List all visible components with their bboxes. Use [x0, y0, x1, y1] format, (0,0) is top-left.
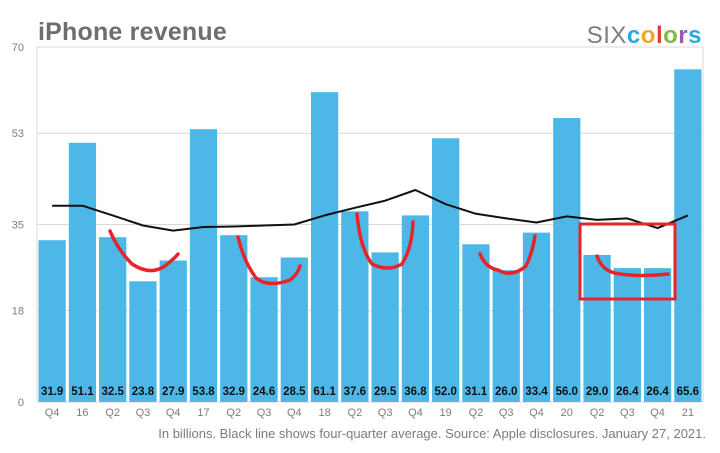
bar — [341, 211, 369, 402]
brand-letter: r — [678, 22, 689, 49]
data-label: 29.5 — [374, 386, 397, 398]
red-annotation-curve — [355, 212, 415, 270]
x-tick-label: Q3 — [136, 407, 151, 419]
x-tick-label: Q2 — [105, 407, 120, 419]
red-annotation-curve — [478, 234, 537, 275]
bar — [280, 257, 308, 402]
data-label: 27.9 — [162, 386, 184, 398]
x-tick-label: 19 — [440, 407, 452, 419]
brand-letter: c — [626, 22, 641, 49]
brand-logo-colors: colors — [627, 22, 702, 49]
data-label: 26.4 — [646, 386, 669, 398]
x-tick-label: Q4 — [529, 407, 544, 419]
x-tick-label: Q2 — [469, 407, 484, 419]
y-tick-label: 53 — [12, 128, 24, 140]
bar — [401, 215, 430, 402]
chart-title: iPhone revenue — [38, 18, 227, 46]
data-label: 26.0 — [495, 386, 517, 398]
data-label: 24.6 — [253, 386, 275, 398]
bar — [432, 138, 460, 403]
bar — [99, 237, 127, 402]
average-line-group — [52, 189, 689, 232]
x-tick-label: Q4 — [650, 407, 665, 419]
bar — [613, 268, 641, 402]
data-label: 36.8 — [404, 386, 427, 398]
x-tick-label: Q3 — [257, 407, 272, 419]
brand-letter: l — [655, 22, 664, 49]
x-tick-label: Q4 — [45, 407, 60, 419]
data-label: 61.1 — [313, 386, 336, 398]
x-tick-label: Q3 — [620, 407, 635, 419]
bars — [38, 69, 702, 403]
x-tick-label: Q3 — [378, 407, 393, 419]
bar — [38, 240, 66, 402]
y-tick-label: 70 — [12, 42, 24, 54]
data-label: 56.0 — [556, 386, 578, 398]
brand-logo: SIXcolors — [587, 22, 702, 50]
data-label: 32.9 — [223, 386, 245, 398]
average-line — [52, 189, 689, 232]
x-tick-label: Q2 — [590, 407, 605, 419]
bar — [68, 142, 97, 402]
bar — [583, 254, 611, 402]
red-annotation-curve — [595, 254, 670, 278]
bar — [371, 252, 399, 402]
data-label: 26.4 — [616, 386, 639, 398]
bar — [643, 268, 672, 402]
x-tick-label: Q3 — [499, 407, 514, 419]
x-tick-label: 16 — [76, 407, 88, 419]
bar — [674, 69, 702, 403]
x-tick-label: 18 — [318, 407, 330, 419]
red-annotations — [108, 212, 677, 301]
data-label: 23.8 — [132, 386, 155, 398]
brand-letter: s — [688, 22, 702, 49]
bar — [129, 281, 157, 402]
data-label: 37.6 — [344, 386, 366, 398]
data-label: 51.1 — [71, 386, 94, 398]
y-tick-label: 0 — [18, 397, 24, 409]
x-tick-label: Q4 — [166, 407, 181, 419]
x-tick-label: 21 — [682, 407, 694, 419]
data-label: 28.5 — [283, 386, 306, 398]
brand-letter: o — [663, 22, 679, 49]
bar — [522, 232, 551, 402]
y-axis: 0 18 35 53 70 — [12, 42, 24, 409]
brand-letter: o — [640, 22, 656, 49]
red-annotation-curve — [236, 235, 302, 286]
data-label: 31.9 — [41, 386, 63, 398]
value-labels: 31.9 51.1 32.5 23.8 27.9 53.8 32.9 24.6 28.5 61.1… — [41, 386, 699, 398]
bar — [310, 92, 339, 402]
bar — [189, 129, 218, 402]
data-label: 29.0 — [586, 386, 608, 398]
data-label: 32.5 — [101, 386, 124, 398]
x-tick-label: Q4 — [287, 407, 302, 419]
x-tick-label: 17 — [197, 407, 209, 419]
bar — [250, 277, 278, 402]
x-tick-label: Q4 — [408, 407, 423, 419]
data-label: 53.8 — [192, 386, 215, 398]
bar — [462, 244, 490, 402]
x-axis: Q4 16 Q2 Q3 Q4 17 Q2 Q3 Q4 18 Q2 Q3 Q4 19 Q2 Q3 Q4 20 Q2 Q3… — [45, 407, 694, 419]
x-tick-label: Q2 — [226, 407, 241, 419]
bar — [159, 260, 187, 402]
bar — [220, 235, 248, 402]
data-label: 52.0 — [434, 386, 456, 398]
x-tick-label: 20 — [561, 407, 573, 419]
bar — [553, 118, 581, 402]
y-tick-label: 35 — [12, 220, 24, 232]
x-tick-label: Q2 — [348, 407, 363, 419]
red-annotation-box — [578, 222, 677, 301]
chart-caption: In billions. Black line shows four-quart… — [158, 426, 706, 441]
y-tick-label: 18 — [12, 306, 24, 318]
data-label: 65.6 — [677, 386, 699, 398]
data-label: 33.4 — [525, 386, 548, 398]
data-label: 31.1 — [465, 386, 488, 398]
red-annotation-curve — [108, 229, 180, 273]
bar — [492, 270, 520, 402]
brand-logo-six: SIX — [586, 22, 627, 49]
